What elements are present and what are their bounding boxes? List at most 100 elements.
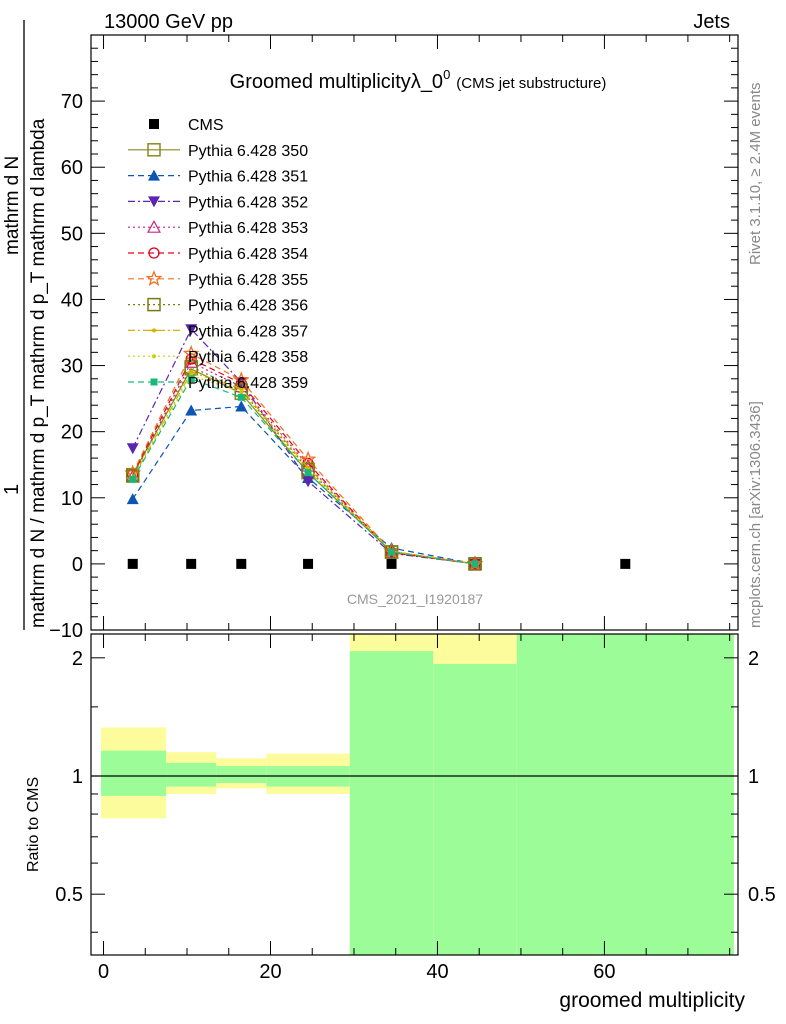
- ratio-y-tick-label-right: 1: [748, 766, 759, 788]
- x-tick-label: 0: [98, 961, 109, 983]
- y-tick-label: 70: [61, 91, 83, 113]
- series-marker: [129, 475, 137, 483]
- series-marker: [149, 119, 159, 129]
- y-tick-label: 40: [61, 289, 83, 311]
- series-marker: [184, 354, 199, 368]
- cms-data-point: [386, 558, 397, 569]
- x-tick-label: 60: [593, 961, 615, 983]
- legend-item: Pythia 6.428 357: [128, 323, 308, 340]
- series-line: [132, 374, 476, 565]
- series-marker: [468, 557, 482, 571]
- series-layer: [124, 324, 484, 572]
- legend-item: Pythia 6.428 351: [128, 169, 308, 186]
- series-marker: [148, 169, 160, 181]
- x-tick-label: 20: [259, 961, 281, 983]
- legend-label: Pythia 6.428 353: [188, 220, 308, 237]
- series-marker: [471, 560, 479, 568]
- ratio-y-tick-label: 2: [72, 648, 83, 670]
- x-tick-label: 40: [426, 961, 448, 983]
- legend-label: Pythia 6.428 358: [188, 349, 308, 366]
- plot-title-main: Groomed multiplicity: [230, 71, 411, 93]
- plot-title: Groomed multiplicityλ_00 (CMS jet substru…: [230, 67, 607, 93]
- legend: CMS Pythia 6.428 350 Pythia 6.428 351 Pythi…: [128, 117, 308, 392]
- series-line: [132, 358, 476, 565]
- cms-data-point: [127, 558, 138, 569]
- series-line: [132, 378, 476, 565]
- plot-title-small: (CMS jet substructure): [456, 75, 606, 92]
- series-marker: [185, 324, 198, 336]
- energy-label: 13000 GeV pp: [104, 11, 233, 33]
- legend-item: Pythia 6.428 352: [128, 194, 308, 211]
- legend-item: Pythia 6.428 353: [128, 219, 308, 237]
- series-marker: [239, 386, 244, 391]
- series-9: [130, 373, 478, 566]
- series-marker: [304, 469, 312, 477]
- legend-item: Pythia 6.428 358: [128, 349, 308, 366]
- series-marker: [187, 375, 195, 383]
- legend-label: CMS: [188, 117, 224, 134]
- ratio-y-tick-label: 1: [72, 766, 83, 788]
- series-line: [132, 361, 476, 565]
- ratio-ylabel: Ratio to CMS: [25, 777, 42, 872]
- ratio-band-inner: [101, 750, 167, 796]
- ylabel-denom: mathrm d N / mathrm d p_T mathrm d p_T m…: [28, 118, 49, 628]
- ratio-y-tick-label: 0.5: [55, 884, 83, 906]
- ylabel-numer: 1: [1, 484, 23, 495]
- cms-data-point: [186, 558, 197, 569]
- legend-item: Pythia 6.428 359: [128, 375, 308, 392]
- series-marker: [232, 371, 250, 388]
- series-marker: [182, 344, 200, 361]
- main-ylabel: 1 mathrm d N / mathrm d p_T mathrm d p_T…: [1, 20, 49, 630]
- series-marker: [152, 354, 156, 359]
- series-marker: [145, 270, 163, 286]
- y-tick-label: −10: [49, 620, 83, 642]
- series-line: [132, 405, 476, 565]
- ratio-band-inner: [349, 651, 434, 955]
- series-marker: [185, 404, 198, 416]
- series-line: [132, 328, 476, 565]
- ratio-panel-frame: [90, 633, 739, 956]
- y-tick-label: 50: [61, 223, 83, 245]
- cms-data-point: [236, 558, 247, 569]
- cms-data-point: [620, 558, 631, 569]
- series-marker: [152, 328, 156, 333]
- y-tick-label: 30: [61, 356, 83, 378]
- series-marker: [147, 297, 161, 312]
- legend-label: Pythia 6.428 356: [188, 298, 308, 315]
- ratio-bands: [91, 634, 738, 955]
- ratio-band-inner: [216, 766, 267, 783]
- series-marker: [146, 219, 162, 233]
- series-marker: [302, 476, 315, 488]
- legend-item: Pythia 6.428 356: [128, 298, 308, 315]
- series-10: [129, 375, 479, 568]
- legend-label: Pythia 6.428 354: [188, 246, 308, 263]
- plot-title-sup: 0: [443, 67, 450, 82]
- y-tick-label: 0: [72, 554, 83, 576]
- series-line: [132, 366, 476, 565]
- cms-data-point: [303, 558, 314, 569]
- series-marker: [388, 548, 396, 556]
- series-marker: [147, 143, 161, 157]
- series-marker: [126, 443, 139, 455]
- series-marker: [126, 493, 139, 505]
- legend-label: Pythia 6.428 350: [188, 143, 308, 160]
- legend-label: Pythia 6.428 351: [188, 169, 308, 186]
- legend-item: Pythia 6.428 354: [128, 246, 308, 263]
- ratio-band-inner: [166, 762, 217, 787]
- ylabel-top: mathrm d N: [2, 156, 23, 255]
- series-marker: [150, 378, 158, 386]
- legend-item: Pythia 6.428 355: [128, 270, 308, 289]
- x-axis-label: groomed multiplicity: [559, 989, 745, 1012]
- main-panel-frame: [90, 34, 739, 631]
- y-tick-label: 60: [61, 157, 83, 179]
- legend-label: Pythia 6.428 359: [188, 375, 308, 392]
- legend-label: Pythia 6.428 357: [188, 323, 308, 340]
- series-marker: [148, 247, 160, 259]
- cms-data-points: [127, 558, 631, 569]
- analysis-id: CMS_2021_I1920187: [347, 591, 483, 607]
- series-marker: [237, 393, 245, 401]
- series-marker: [148, 196, 160, 208]
- legend-item: Pythia 6.428 350: [128, 143, 308, 160]
- ratio-y-tick-label-right: 0.5: [748, 884, 776, 906]
